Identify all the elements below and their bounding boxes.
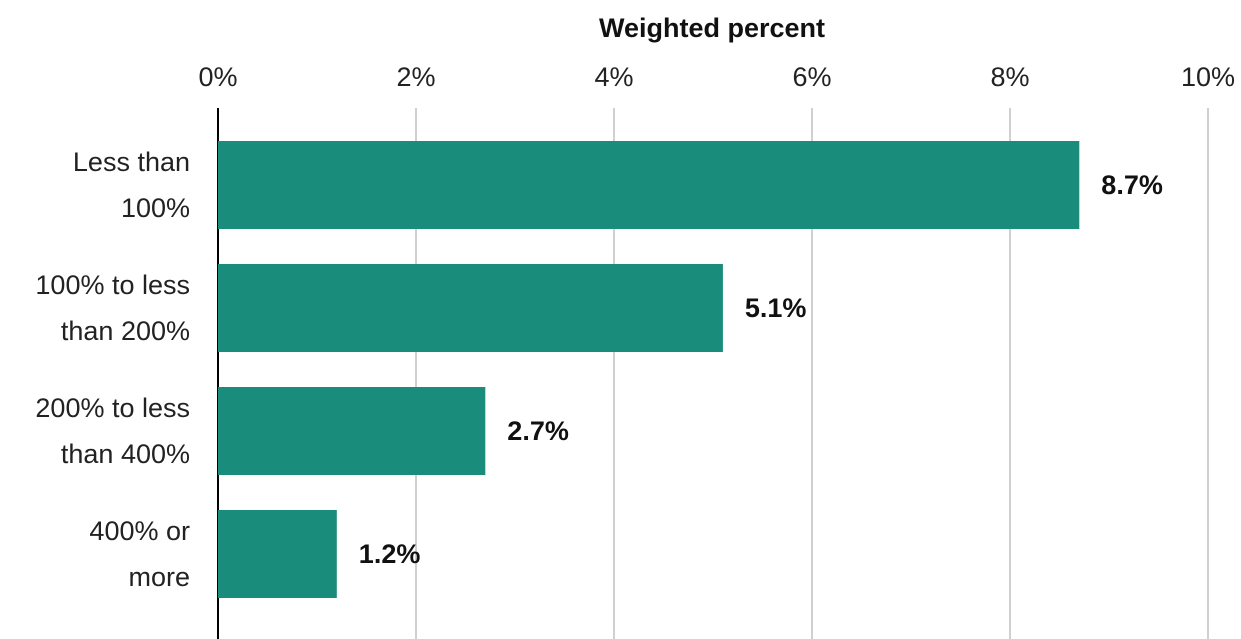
x-tick-label: 4% bbox=[594, 62, 633, 92]
x-tick-label: 2% bbox=[396, 62, 435, 92]
category-label: 400% or more bbox=[89, 516, 190, 592]
category-label-line: more bbox=[128, 562, 190, 592]
bar bbox=[218, 141, 1080, 229]
data-label: 1.2% bbox=[359, 539, 421, 569]
category-label-line: than 400% bbox=[61, 439, 190, 469]
labels: 0% 2% 4% 6% 8% 10% 8.7% Less than 100% 5.1% 100% t… bbox=[35, 62, 1235, 592]
data-label: 2.7% bbox=[507, 416, 569, 446]
bar bbox=[218, 264, 723, 352]
data-label: 5.1% bbox=[745, 293, 807, 323]
x-tick-label: 10% bbox=[1181, 62, 1235, 92]
data-label: 8.7% bbox=[1101, 170, 1163, 200]
category-label-line: 100% bbox=[121, 193, 190, 223]
x-axis-title: Weighted percent bbox=[599, 13, 825, 43]
x-tick-label: 6% bbox=[792, 62, 831, 92]
category-label: 100% to less than 200% bbox=[35, 270, 190, 346]
category-label-line: 400% or bbox=[89, 516, 190, 546]
bars bbox=[218, 141, 1080, 598]
category-label: Less than 100% bbox=[73, 147, 190, 223]
category-label-line: 100% to less bbox=[35, 270, 190, 300]
category-label-line: than 200% bbox=[61, 316, 190, 346]
x-tick-label: 0% bbox=[198, 62, 237, 92]
bar bbox=[218, 387, 486, 475]
category-label: 200% to less than 400% bbox=[35, 393, 190, 469]
x-tick-label: 8% bbox=[990, 62, 1029, 92]
category-label-line: 200% to less bbox=[35, 393, 190, 423]
bar bbox=[218, 510, 337, 598]
category-label-line: Less than bbox=[73, 147, 190, 177]
